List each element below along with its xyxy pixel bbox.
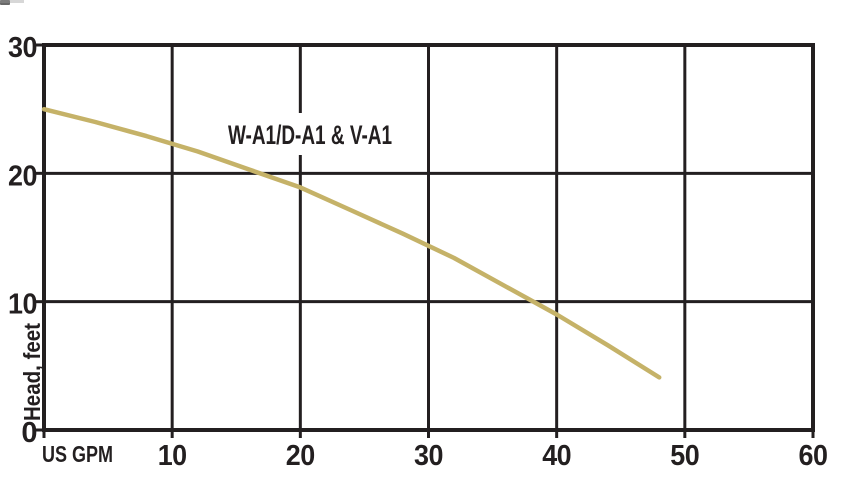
x-tick-label-60: 60 (799, 440, 828, 472)
y-tick-label-0: 0 (21, 417, 37, 449)
pump-curve (41, 106, 662, 380)
plot-border (42, 43, 815, 432)
y-tick-label-30: 30 (8, 32, 37, 64)
x-tick-label-50: 50 (670, 440, 699, 472)
y-axis-label: Head, feet (19, 323, 45, 421)
curve-label: W-A1/D-A1 & V-A1 (228, 120, 392, 150)
scan-artifact (0, 0, 24, 5)
curve-label-group: W-A1/D-A1 & V-A1 (222, 113, 398, 155)
y-tick-label-10: 10 (8, 289, 37, 321)
curve-layer (41, 106, 662, 380)
x-tick-label-10: 10 (158, 440, 187, 472)
x-tick-label-20: 20 (286, 440, 315, 472)
tick-labels-layer: 10 20 30 40 50 60 0 10 20 30 (8, 32, 828, 472)
curve-label-mask (222, 113, 398, 155)
x-axis-label: US GPM (42, 441, 113, 467)
x-tick-label-40: 40 (542, 440, 571, 472)
y-tick-label-20: 20 (8, 160, 37, 192)
x-tick-label-30: 30 (414, 440, 443, 472)
